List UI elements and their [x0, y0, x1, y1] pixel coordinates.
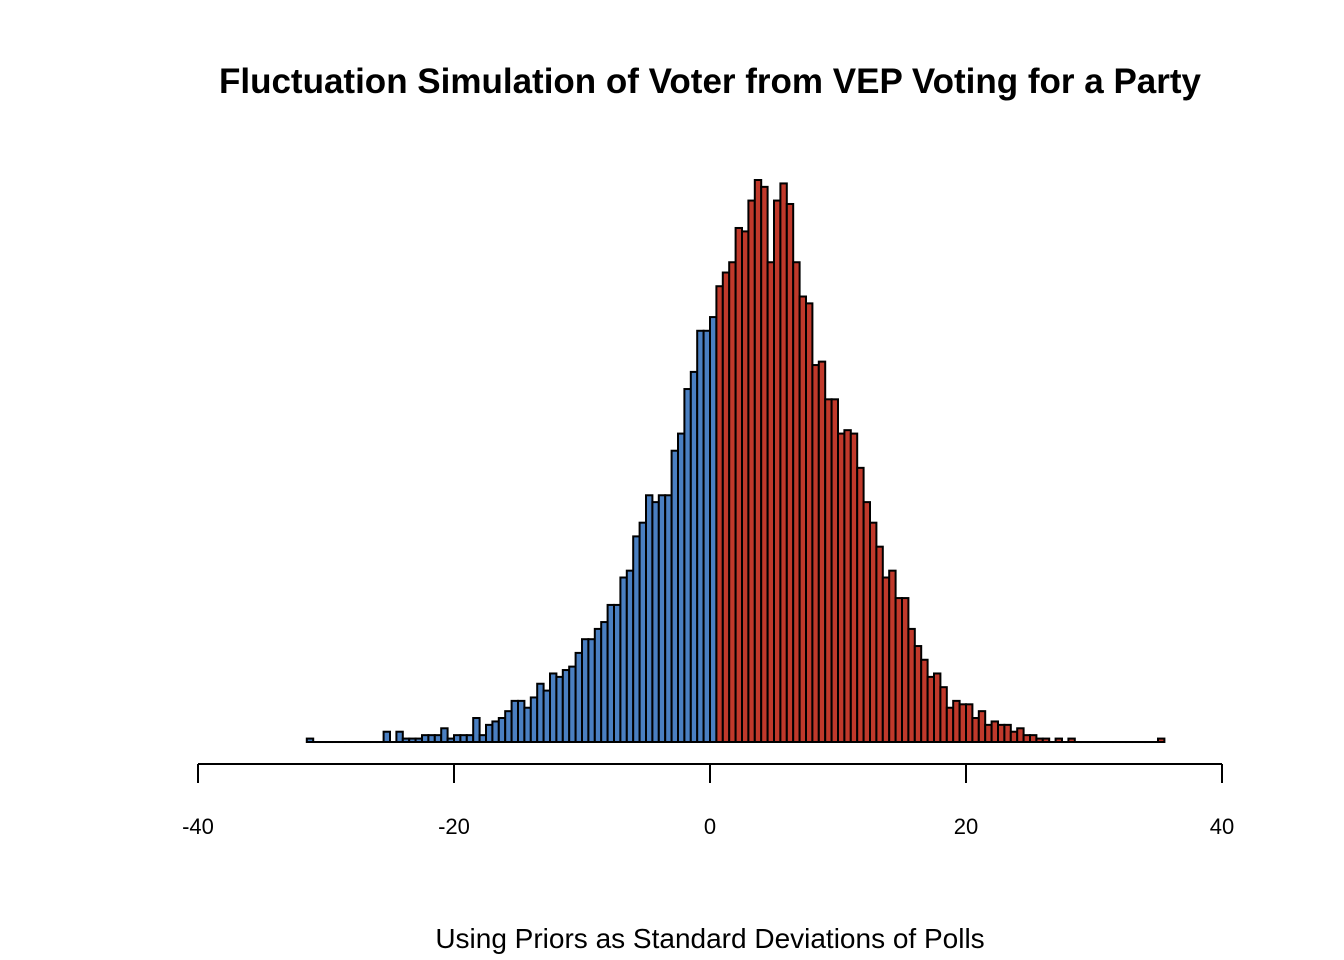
histogram-bar — [440, 727, 449, 743]
histogram-bars — [305, 179, 1166, 744]
x-axis-label: Using Priors as Standard Deviations of P… — [435, 923, 984, 954]
histogram-bar — [1157, 737, 1166, 744]
histogram-bar — [305, 737, 315, 744]
histogram-bar — [472, 717, 481, 744]
x-tick-label: 20 — [954, 814, 978, 839]
histogram-bar — [1041, 737, 1051, 744]
x-tick-label: 40 — [1210, 814, 1234, 839]
chart-title: Fluctuation Simulation of Voter from VEP… — [219, 62, 1202, 101]
x-tick-label: -40 — [182, 814, 214, 839]
histogram-bar — [1054, 737, 1063, 744]
x-axis: -40 -20 0 20 40 — [182, 763, 1234, 839]
x-tick-label: 0 — [704, 814, 716, 839]
x-tick-label: -20 — [438, 814, 470, 839]
histogram-bar — [1067, 737, 1076, 744]
histogram-bar — [395, 730, 404, 743]
histogram-bar — [382, 730, 392, 743]
